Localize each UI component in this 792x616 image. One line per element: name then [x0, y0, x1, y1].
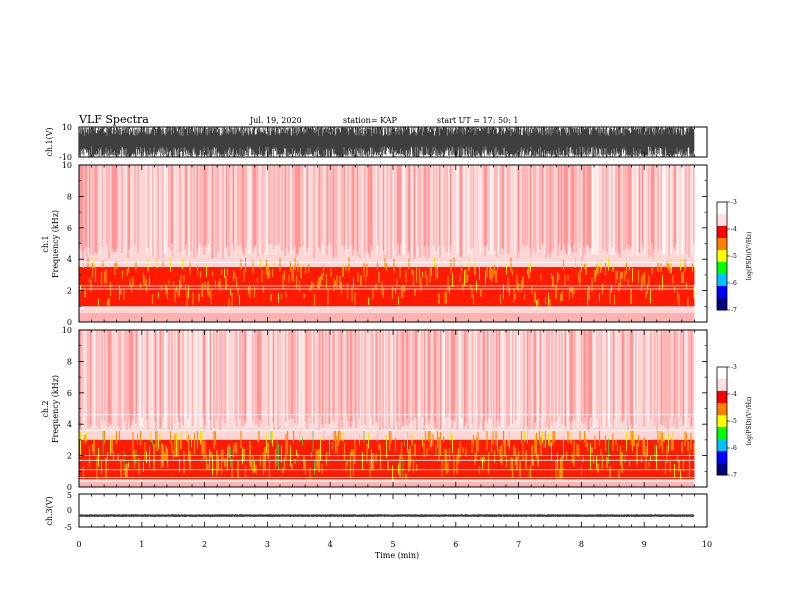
x-tick-label: 1 — [139, 540, 144, 549]
ch3-waveform-trace — [79, 514, 695, 518]
colorbar-segment — [717, 262, 727, 275]
colorbar-tick-label: -4 — [731, 226, 737, 233]
spectrogram-green-speckle — [102, 430, 656, 478]
x-tick-label: 2 — [202, 540, 207, 549]
colorbar-tick-label: -7 — [731, 472, 737, 479]
x-tick-label: 3 — [265, 540, 270, 549]
colorbar-segment — [717, 298, 727, 311]
x-tick-label: 8 — [579, 540, 584, 549]
colorbar-segment — [717, 274, 727, 287]
colorbar-segment — [717, 391, 727, 404]
start-time-label: start UT = 17: 50: 1 — [437, 116, 518, 125]
colorbar-tick-label: -3 — [731, 199, 737, 206]
colorbar-segment — [717, 427, 727, 440]
ch2-spectrogram-panel: 0 2 4 6 8 10 ch.2 Frequency (kHz) — [41, 326, 708, 492]
colorbar-tick-label: -4 — [731, 391, 737, 398]
colorbar-tick-label: -5 — [731, 418, 737, 425]
x-tick-label: 4 — [328, 540, 333, 549]
colorbar-tick-label: -7 — [731, 307, 737, 314]
ch3-ytick-mid: 0 — [67, 506, 72, 515]
colorbar-tick-label: -3 — [731, 364, 737, 371]
time-axis-label: Time (min) — [375, 551, 419, 560]
colorbar-segment — [717, 238, 727, 251]
ch3-ytick-top: 5 — [67, 491, 72, 500]
ch2-colorbar: -3 -4 -5 -6 -7 log(PSD)(V²/Hz) — [716, 364, 753, 479]
colorbar-segment — [717, 403, 727, 416]
colorbar-segment — [717, 463, 727, 476]
ch1-waveform-ylabel: ch.1(V) — [45, 127, 54, 156]
y-tick-label: 2 — [67, 287, 72, 296]
date-label: Jul. 19, 2020 — [249, 116, 302, 125]
y-tick-label: 10 — [62, 326, 72, 335]
x-tick-label: 10 — [702, 540, 712, 549]
spectrogram-speckle — [79, 330, 693, 433]
colorbar-segment — [717, 367, 727, 380]
y-tick-label: 10 — [62, 161, 72, 170]
colorbar-label: log(PSD)(V²/Hz) — [746, 232, 753, 281]
ch3-waveform-ylabel: ch.3(V) — [45, 496, 54, 525]
ch3-waveform-panel: 5 0 -5 ch.3(V) — [45, 491, 708, 532]
colorbar-segment — [717, 415, 727, 428]
ch1-spectrogram-panel: 0 2 4 6 8 10 ch.1 Frequency (kHz) — [41, 161, 708, 327]
ch2-spectrogram-channel-label: ch.2 — [41, 400, 50, 417]
time-axis-tick-labels: 0 1 2 3 4 5 6 7 8 9 10 — [76, 540, 712, 549]
y-tick-label: 4 — [67, 255, 72, 264]
ch1-spectrogram-ylabel: Frequency (kHz) — [51, 210, 60, 278]
colorbar-tick-label: -5 — [731, 253, 737, 260]
y-tick-label: 4 — [67, 420, 72, 429]
colorbar-segment — [717, 214, 727, 227]
ch1-colorbar: -3 -4 -5 -6 -7 log(PSD)(V²/Hz) — [716, 199, 753, 314]
ch1-waveform-trace — [79, 127, 695, 157]
colorbar-label: log(PSD)(V²/Hz) — [746, 397, 753, 446]
ch3-ytick-bottom: -5 — [64, 523, 72, 532]
ch2-spectrogram-ylabel: Frequency (kHz) — [51, 375, 60, 443]
spectrogram-gap — [87, 165, 693, 255]
station-label: station= KAP — [343, 116, 398, 125]
colorbar-segment — [717, 250, 727, 263]
colorbar-segment — [717, 286, 727, 299]
ch1-ytick-bottom: -10 — [59, 153, 72, 162]
ch2-spectrogram-yticks: 0 2 4 6 8 10 — [62, 326, 707, 492]
colorbar-tick-label: -6 — [731, 445, 737, 452]
colorbar-segment — [717, 439, 727, 452]
x-tick-label: 0 — [76, 540, 81, 549]
ch1-spectrogram-image — [78, 165, 695, 322]
y-tick-label: 2 — [67, 452, 72, 461]
ch1-spectrogram-channel-label: ch.1 — [41, 235, 50, 252]
y-tick-label: 0 — [67, 483, 72, 492]
y-tick-label: 6 — [67, 389, 72, 398]
spectrogram-low-band — [79, 482, 695, 487]
colorbar-segment — [717, 202, 727, 215]
y-tick-label: 8 — [67, 192, 72, 201]
spectrogram-orange-speckle — [82, 430, 695, 480]
y-tick-label: 6 — [67, 224, 72, 233]
waveform-trace — [79, 127, 695, 157]
spectrogram-low-band — [79, 312, 695, 322]
ch1-ytick-top: 10 — [62, 123, 72, 132]
x-tick-label: 6 — [453, 540, 458, 549]
colorbar-tick-label: -6 — [731, 280, 737, 287]
waveform-trace — [79, 514, 695, 518]
ch1-waveform-panel: 10 -10 ch.1(V) — [45, 123, 708, 162]
figure-title: VLF Spectra — [78, 113, 149, 126]
x-tick-label: 9 — [642, 540, 647, 549]
spectrogram-speckle — [79, 165, 695, 260]
spectrogram-gap — [81, 330, 687, 428]
ch2-spectrogram-image — [78, 330, 695, 487]
colorbar-segment — [717, 451, 727, 464]
colorbar-segment — [717, 226, 727, 239]
y-tick-label: 8 — [67, 357, 72, 366]
ch1-spectrogram-yticks: 0 2 4 6 8 10 — [62, 161, 707, 327]
y-tick-label: 0 — [67, 318, 72, 327]
colorbar-segment — [717, 379, 727, 392]
x-tick-label: 7 — [516, 540, 521, 549]
time-axis-ticks — [78, 127, 708, 527]
x-tick-label: 5 — [390, 540, 395, 549]
